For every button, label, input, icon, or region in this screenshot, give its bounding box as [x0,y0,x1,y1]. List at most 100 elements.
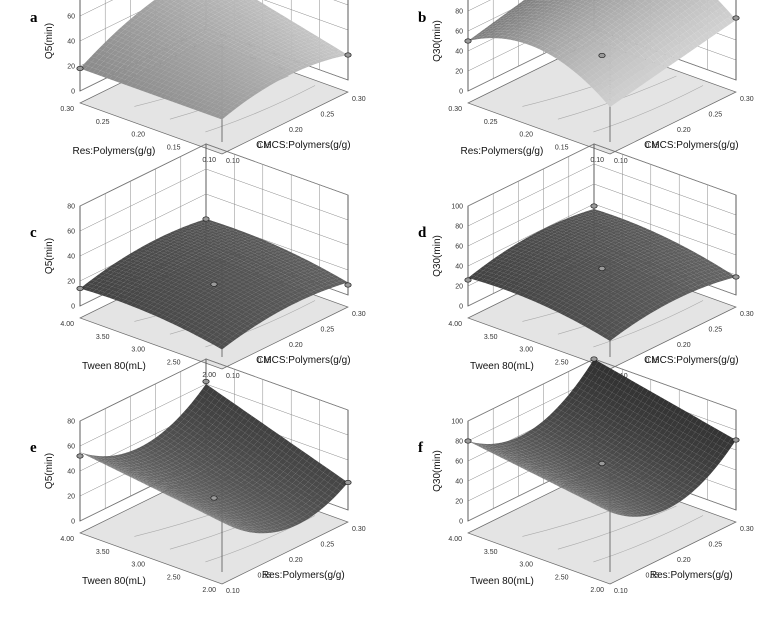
surface-facet [182,42,191,48]
surface-facet [191,91,200,97]
surface-facet [483,28,492,32]
surface-facet [208,58,216,64]
surface-facet [650,12,659,20]
surface-facet [298,27,307,31]
surface-facet [559,17,568,22]
surface-facet [287,34,296,39]
surface-facet [598,4,607,9]
surface-facet [270,17,278,21]
surface-facet [227,92,236,98]
surface-facet [218,10,227,15]
surface-facet [637,3,646,10]
surface-facet [193,74,202,80]
surface-facet [492,30,500,34]
surface-facet [156,63,165,69]
surface-facet [102,41,111,47]
surface-facet [171,10,180,16]
surface-facet [614,8,623,14]
surface-facet [500,32,509,36]
surface-facet [274,19,283,24]
surface-facet [246,44,254,49]
surface-facet [519,16,527,20]
surface-facet [243,91,252,96]
surface-facet [507,24,516,28]
surface-facet [269,45,278,50]
surface-facet [146,3,155,8]
surface-facet [179,10,188,16]
surface-facet [208,63,217,68]
surface-facet [117,32,126,38]
surface-facet [182,83,191,89]
surface-facet [220,60,228,65]
surface-facet [217,71,226,76]
x-tick-label: 0.10 [226,158,240,165]
surface-facet [151,14,160,20]
surface-facet [223,95,232,101]
z-tick-label: 20 [455,284,463,291]
surface-facet [685,8,693,16]
surface-facet [268,71,277,76]
surface-facet [209,107,217,112]
z-tick-label: 0 [71,89,75,96]
surface-facet [141,77,150,83]
surface-facet [253,11,262,16]
surface-facet [139,8,148,14]
surface-facet [128,62,137,68]
surface-facet [239,21,248,26]
surface-facet [174,0,182,4]
surface-facet [200,59,208,65]
surface-facet [139,51,148,57]
surface-facet [232,25,240,30]
surface-facet [125,76,134,82]
surface-facet [91,58,100,64]
surface-facet [195,93,204,98]
surface-facet [250,16,259,21]
surface-facet [223,21,232,26]
surface-facet [265,10,274,15]
surface-facet [232,61,240,66]
surface-facet [168,59,176,65]
surface-facet [545,3,554,8]
surface-facet [241,78,250,83]
surface-facet [490,21,499,25]
surface-facet [239,25,248,31]
surface-facet [583,10,591,15]
surface-facet [226,10,235,15]
surface-facet [163,52,172,58]
surface-facet [230,81,239,86]
surface-facet [135,55,144,61]
surface-facet [123,50,131,56]
surface-facet [270,53,279,58]
x-tick-label: 0.20 [677,127,691,134]
surface-facet [521,8,530,12]
surface-facet [549,1,558,5]
surface-facet [243,95,252,100]
surface-facet [119,58,128,64]
surface-facet [660,0,669,6]
response-surface [80,0,348,120]
surface-facet [183,93,192,98]
surface-facet [144,58,152,64]
y-tick-label: 2.50 [167,359,181,366]
surface-facet [299,34,308,38]
surface-facet [248,65,257,70]
surface-facet [107,59,116,65]
x-tick-label: 0.10 [614,158,628,165]
surface-facet [135,50,144,56]
surface-facet [522,13,531,17]
surface-facet [137,70,145,76]
surface-facet [273,15,282,20]
surface-facet [120,24,129,30]
surface-facet [176,26,185,32]
surface-facet [484,35,493,39]
surface-facet [290,25,299,30]
surface-facet [689,19,698,27]
surface-facet [137,31,146,37]
x-tick-label: 0.20 [289,557,303,564]
surface-facet [503,24,512,28]
surface-facet [207,49,215,55]
surface-facet [161,33,170,39]
surface-facet [641,6,650,13]
surface-facet [234,15,243,20]
